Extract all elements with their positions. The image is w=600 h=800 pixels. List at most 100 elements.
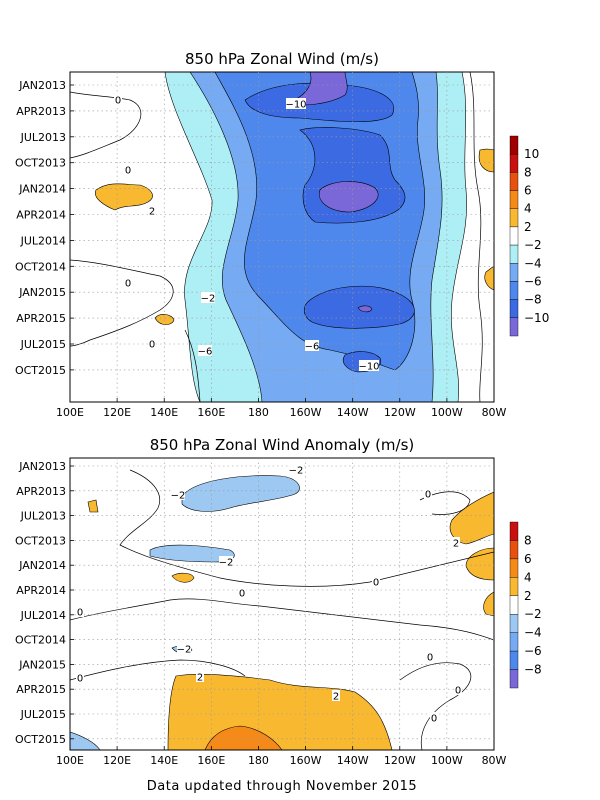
contour-label-bg bbox=[332, 690, 340, 701]
colorbar-label: 6 bbox=[524, 552, 532, 566]
panel2-pos-small-a bbox=[87, 499, 99, 513]
contour-label-bg bbox=[148, 205, 156, 216]
panel2-pos-small-b bbox=[171, 572, 195, 583]
x-tick-label: 160E bbox=[197, 754, 225, 767]
y-tick-label: JUL2015 bbox=[20, 338, 66, 351]
y-tick-label: OCT2015 bbox=[15, 364, 66, 377]
colorbar-swatch bbox=[509, 190, 519, 209]
colorbar-swatch bbox=[509, 226, 519, 246]
contour-label: 0 bbox=[77, 608, 83, 619]
panel1-pos-patch-a bbox=[94, 183, 153, 211]
contour-label: −2 bbox=[177, 645, 192, 656]
contour-label: 2 bbox=[197, 673, 203, 684]
contour-label-bg bbox=[430, 712, 438, 723]
x-tick-label: 100E bbox=[56, 754, 84, 767]
contour-label: −2 bbox=[201, 294, 216, 305]
y-tick-label: APR2014 bbox=[16, 584, 66, 597]
x-tick-label: 100W bbox=[431, 406, 463, 419]
x-tick-label: 120E bbox=[103, 754, 131, 767]
y-tick-label: JUL2014 bbox=[20, 609, 66, 622]
colorbar-swatch bbox=[509, 521, 519, 541]
panel2-contour-0-b bbox=[70, 598, 494, 641]
colorbar-label: −6 bbox=[524, 644, 542, 658]
colorbar-swatch bbox=[509, 299, 519, 319]
panel1-contour-0-d bbox=[469, 72, 483, 402]
colorbar-label: 8 bbox=[524, 165, 532, 179]
panel1-contour-0-b bbox=[70, 259, 174, 347]
y-tick-label: OCT2014 bbox=[15, 634, 66, 647]
contour-label-bg bbox=[238, 587, 246, 598]
colorbar-swatch bbox=[509, 614, 519, 633]
contour-label-bg bbox=[124, 164, 132, 175]
panel2-contour-0-e bbox=[419, 491, 471, 515]
panel1-frame bbox=[69, 71, 495, 403]
contour-label: 0 bbox=[425, 490, 431, 501]
colorbar-swatch bbox=[509, 632, 519, 652]
contour-label-bg bbox=[219, 556, 233, 567]
panel2-pos-region-inner bbox=[204, 725, 283, 750]
x-tick-label: 120W bbox=[384, 406, 416, 419]
contour-label: −6 bbox=[198, 347, 213, 358]
x-tick-label: 100W bbox=[431, 754, 463, 767]
contour-label: 0 bbox=[431, 714, 437, 725]
y-tick-label: JAN2014 bbox=[18, 559, 66, 572]
x-tick-label: 180 bbox=[248, 406, 269, 419]
x-tick-label: 160W bbox=[290, 754, 322, 767]
contour-label: 2 bbox=[453, 539, 459, 550]
x-tick-label: 140E bbox=[150, 406, 178, 419]
colorbar-label: −8 bbox=[524, 293, 542, 307]
colorbar-swatch bbox=[509, 135, 519, 155]
contour-label: 0 bbox=[149, 340, 155, 351]
y-tick-label: APR2014 bbox=[16, 209, 66, 222]
panel2-colorbar: 8 6 4 2 −2 −4 −6 −8 bbox=[509, 521, 542, 689]
colorbar-label: 2 bbox=[524, 220, 532, 234]
y-tick-label: OCT2013 bbox=[15, 157, 66, 170]
panel2-contour-labels: −2 −2 0 2 −2 0 0 −2 0 2 0 2 0 0 0 bbox=[76, 464, 462, 725]
contour-label: 0 bbox=[125, 279, 131, 290]
contour-label: −6 bbox=[305, 342, 320, 353]
colorbar-swatch bbox=[509, 208, 519, 228]
panel1-pos-patch-d bbox=[484, 265, 494, 291]
contour-label: −10 bbox=[285, 100, 306, 111]
contour-label: 0 bbox=[77, 674, 83, 685]
contour-label-bg bbox=[196, 671, 204, 682]
contour-label-bg bbox=[289, 464, 303, 475]
contour-label-bg bbox=[426, 651, 434, 662]
y-tick-label: JUL2013 bbox=[20, 131, 66, 144]
panel1-contour-0-c bbox=[184, 329, 201, 402]
colorbar-swatch bbox=[509, 650, 519, 670]
panel1-contour-labels: 0 0 2 0 −2 0 −6 −6 −10 −10 bbox=[114, 94, 380, 373]
contour-label-bg bbox=[76, 672, 84, 683]
panel2-ticks: 100E 120E 140E 160E 180 160W 140W 120W 100W 80W JA… bbox=[15, 460, 507, 767]
colorbar-label: 4 bbox=[524, 570, 532, 584]
y-tick-label: JUL2013 bbox=[20, 510, 66, 523]
x-tick-label: 140W bbox=[337, 406, 369, 419]
colorbar-swatch bbox=[509, 153, 519, 173]
panel1-band-neg10-c bbox=[357, 305, 373, 313]
colorbar-label: 10 bbox=[524, 147, 539, 161]
colorbar-swatch bbox=[509, 172, 519, 191]
contour-label: 2 bbox=[149, 207, 155, 218]
contour-label: −10 bbox=[358, 362, 379, 373]
contour-label: 0 bbox=[125, 166, 131, 177]
colorbar-swatch bbox=[509, 669, 519, 689]
x-tick-label: 120E bbox=[103, 406, 131, 419]
contour-label: 0 bbox=[427, 653, 433, 664]
panel2-grid bbox=[70, 458, 494, 750]
y-tick-label: APR2015 bbox=[16, 683, 66, 696]
panel1-title: 850 hPa Zonal Wind (m/s) bbox=[185, 50, 379, 68]
x-tick-label: 80W bbox=[482, 406, 507, 419]
x-tick-label: 160W bbox=[290, 406, 322, 419]
colorbar-label: −2 bbox=[524, 238, 542, 252]
contour-label-bg bbox=[198, 345, 212, 356]
contour-label-bg bbox=[124, 277, 132, 288]
panel1-band-neg10-a bbox=[289, 72, 348, 106]
contour-label-bg bbox=[286, 98, 306, 109]
colorbar-label: 8 bbox=[524, 533, 532, 547]
colorbar-swatch bbox=[509, 317, 519, 337]
panel2-neg-region-c bbox=[70, 731, 101, 750]
y-tick-label: JAN2013 bbox=[18, 460, 66, 473]
panel1-colorbar: 10 8 6 4 2 −2 −4 −6 −8 −10 bbox=[509, 135, 549, 337]
contour-label-bg bbox=[454, 684, 462, 695]
contour-label-bg bbox=[372, 576, 380, 587]
